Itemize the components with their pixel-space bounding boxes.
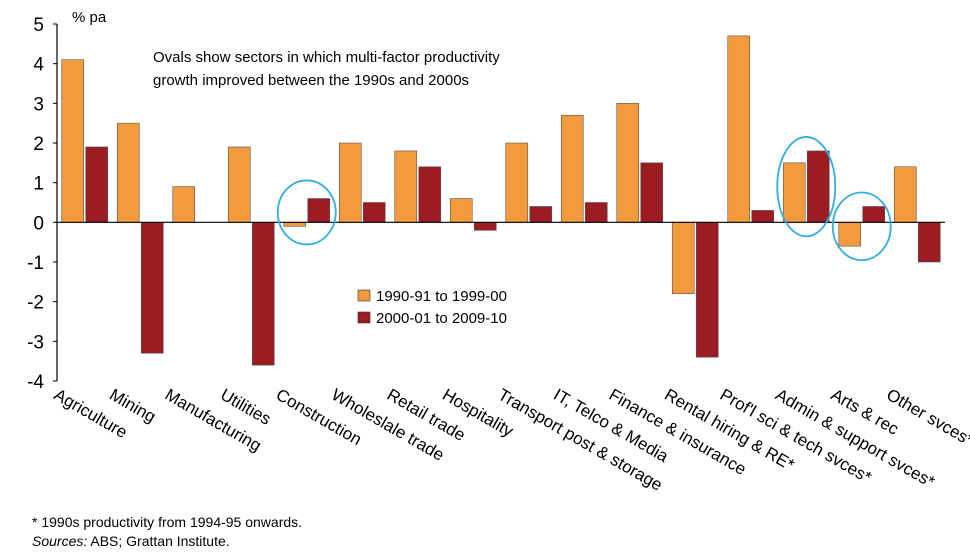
highlight-oval-arts-rec — [831, 191, 892, 262]
highlight-oval-construction — [276, 179, 337, 246]
y-tick-label: 1 — [33, 174, 44, 195]
bar-it-telco-media-series-2 — [584, 202, 608, 223]
legend-swatch-1990s — [357, 289, 371, 302]
bar-agriculture-series-1 — [61, 59, 85, 223]
category-label-other-svces: Other svces* — [883, 385, 970, 450]
bar-retail-trade-series-2 — [418, 166, 442, 223]
bar-admin-support-svces-series-2 — [806, 150, 830, 223]
bar-hospitality-series-2 — [473, 222, 497, 231]
bar-prof-l-sci-tech-svces-series-1 — [727, 35, 751, 223]
y-axis-unit: % pa — [72, 9, 107, 26]
y-tick-label: 4 — [33, 55, 44, 76]
bar-hospitality-series-1 — [449, 198, 473, 223]
y-tick-label: 2 — [33, 134, 44, 155]
bar-transport-post-storage-series-1 — [505, 142, 529, 223]
bar-admin-support-svces-series-1 — [782, 162, 806, 223]
bar-rental-hiring-re-series-2 — [695, 222, 719, 358]
sources-label: Sources: — [32, 533, 88, 549]
bar-utilities-series-2 — [251, 222, 275, 366]
bar-finance-insurance-series-1 — [616, 103, 640, 223]
bar-other-svces-series-2 — [917, 222, 941, 263]
legend-label-2000s: 2000-01 to 2009-10 — [376, 310, 507, 327]
bar-prof-l-sci-tech-svces-series-2 — [751, 210, 775, 223]
legend-swatch-2000s — [357, 311, 371, 324]
y-tick-label: -3 — [27, 332, 44, 353]
bar-construction-series-2 — [307, 198, 331, 223]
y-tick-label: -1 — [27, 253, 44, 274]
y-tick-label: 5 — [33, 15, 44, 36]
bar-wholeslale-trade-series-1 — [338, 142, 362, 223]
bar-arts-rec-series-1 — [838, 222, 862, 247]
sources-line: Sources: ABS; Grattan Institute. — [32, 533, 230, 549]
legend-label-1990s: 1990-91 to 1999-00 — [376, 288, 507, 305]
legend: 1990-91 to 1999-00 2000-01 to 2009-10 — [357, 288, 507, 327]
annotation-line-2: growth improved between the 1990s and 20… — [153, 72, 469, 89]
y-tick-label: 3 — [33, 94, 44, 115]
annotation-line-1: Ovals show sectors in which multi-factor… — [153, 49, 500, 66]
y-tick-label: -2 — [27, 293, 44, 314]
bar-it-telco-media-series-1 — [560, 114, 584, 223]
y-tick-label: 0 — [33, 213, 44, 234]
bar-mining-series-2 — [140, 222, 164, 354]
bar-transport-post-storage-series-2 — [529, 206, 553, 223]
highlight-oval-admin-support-svces — [776, 136, 837, 238]
bar-arts-rec-series-2 — [862, 206, 886, 223]
bar-manufacturing-series-1 — [172, 186, 196, 223]
bar-other-svces-series-1 — [893, 166, 917, 223]
bar-mining-series-1 — [116, 122, 140, 223]
category-label-manufacturing: Manufacturing — [162, 385, 265, 455]
bar-utilities-series-1 — [227, 146, 251, 223]
axes — [56, 24, 945, 381]
bar-retail-trade-series-1 — [394, 150, 418, 223]
bars — [61, 35, 941, 366]
sources-text: ABS; Grattan Institute. — [87, 533, 230, 549]
highlight-ovals — [276, 136, 892, 262]
footnote: * 1990s productivity from 1994-95 onward… — [32, 514, 303, 530]
y-axis-ticks: 5 4 3 2 1 0 -1 -2 -3 -4 — [27, 15, 57, 393]
bar-finance-insurance-series-2 — [640, 162, 664, 223]
bar-rental-hiring-re-series-1 — [671, 222, 695, 295]
y-tick-label: -4 — [27, 372, 44, 393]
bar-wholeslale-trade-series-2 — [362, 202, 386, 223]
bar-agriculture-series-2 — [85, 146, 109, 223]
